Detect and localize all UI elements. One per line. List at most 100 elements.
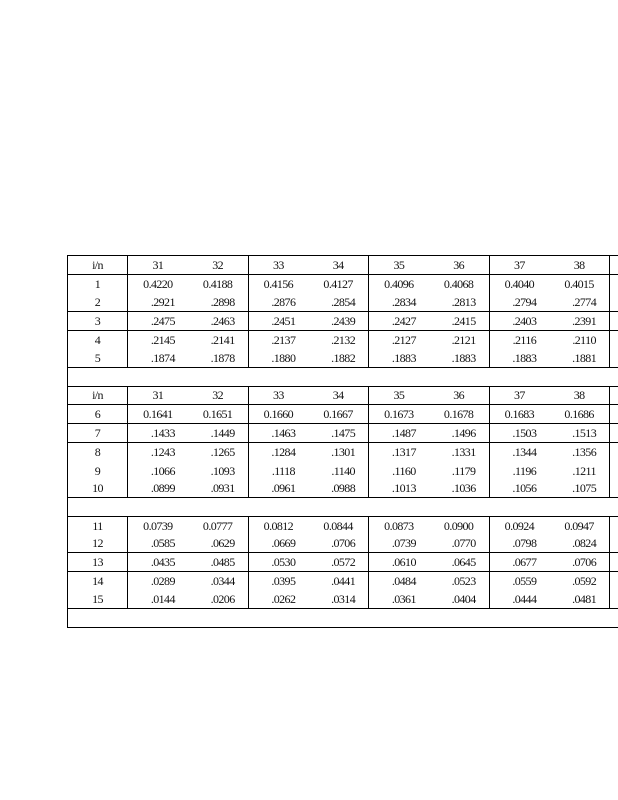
value-cell: .0572 (308, 552, 370, 572)
value-cell: 0.1660 (248, 404, 309, 424)
value-cell: .2116 (489, 330, 550, 350)
value-cell: .2427 (368, 311, 429, 331)
value-cell: .2121 (428, 330, 490, 350)
value-cell: .0669 (271, 536, 296, 551)
value-cell: .1140 (308, 461, 370, 481)
value-cell: .2127 (368, 330, 429, 350)
value-cell: .1243 (127, 442, 188, 462)
column-header-n: 38 (549, 255, 611, 275)
row-index: 1 (67, 274, 128, 294)
value-cell: 0.0777 (187, 516, 249, 536)
table-row: 15 .0144 .0206 .0262 .0314 .0361 .0404 .0444 .04… (67, 590, 618, 609)
value-cell: 0.1667 (308, 404, 370, 424)
value-cell: .1344 (489, 442, 550, 462)
value-cell (609, 330, 618, 350)
value-cell: .1881 (549, 349, 611, 368)
value-cell: .1056 (512, 481, 537, 496)
value-cell: 0.4096 (368, 274, 429, 294)
row-index: 10 (67, 480, 128, 498)
value-cell: .0314 (308, 590, 370, 609)
value-cell: .0481 (549, 590, 611, 609)
column-header-n: 31 (127, 255, 188, 275)
value-cell: .1331 (428, 442, 490, 462)
spacer-row (67, 367, 618, 387)
column-header-n: 35 (368, 255, 429, 275)
value-cell: .0770 (428, 535, 490, 553)
value-cell: .0739 (391, 536, 417, 551)
value-cell: .2451 (248, 311, 309, 331)
value-cell (610, 481, 618, 498)
value-cell: .1211 (549, 461, 611, 481)
value-cell (609, 404, 618, 424)
header-row: i/n 31 32 33 34 35 36 37 38 (67, 386, 618, 405)
value-cell: .1883 (428, 349, 490, 368)
column-header-n: 38 (549, 386, 611, 405)
value-cell: .1880 (271, 350, 296, 365)
value-cell: .1013 (391, 481, 417, 496)
table-row: 9 .1066 .1093 .1118 .1140 .1160 .1179 .1196 .121… (67, 461, 618, 481)
column-header-n: 37 (489, 255, 550, 275)
column-header-n: 37 (489, 386, 550, 405)
value-cell: 0.4220 (127, 274, 188, 294)
value-cell: .1036 (428, 480, 490, 498)
row-index: 13 (67, 552, 128, 572)
row-index: 15 (67, 590, 128, 609)
value-cell: .0559 (489, 571, 550, 591)
table-row: 1 0.4220 0.4188 0.4156 0.4127 0.4096 0.4068 0.4… (67, 274, 618, 294)
row-index: 8 (67, 442, 128, 462)
value-cell: 0.4156 (248, 274, 309, 294)
value-cell (610, 591, 618, 609)
value-cell: .1433 (127, 423, 188, 443)
value-cell: .1883 (391, 350, 417, 365)
value-cell: 0.1651 (187, 404, 249, 424)
column-header-n: 36 (428, 255, 490, 275)
value-cell: .2415 (428, 311, 490, 331)
table-row: 3.2475.2463.2451.2439.2427.2415.2403.239… (67, 311, 618, 331)
value-cell: .2137 (248, 330, 309, 350)
value-cell: .1463 (248, 423, 309, 443)
value-cell: .1179 (428, 461, 490, 481)
value-cell: 0.0844 (308, 516, 370, 536)
value-cell: .0289 (127, 571, 188, 591)
value-cell: .1066 (150, 463, 176, 478)
value-cell: .0592 (549, 571, 611, 591)
value-cell: 0.0812 (248, 516, 309, 536)
value-cell: .0530 (248, 552, 309, 572)
value-cell: .2813 (428, 293, 490, 312)
column-header-n: 31 (127, 386, 188, 405)
value-cell: 0.4127 (308, 274, 370, 294)
value-cell: .1317 (368, 442, 429, 462)
value-cell: .2403 (489, 311, 550, 331)
table-row: 5 .1874 .1878 .1880 .1882 .1883 .1883 .1883 .188… (67, 349, 618, 368)
coefficient-table: i/n 31 32 33 34 35 36 37 38 1 0.4220 0.4188 0.4156 0.… (67, 255, 618, 628)
value-cell: 0.4040 (489, 274, 550, 294)
spacer-cell (67, 608, 618, 628)
header-label: i/n (67, 386, 128, 405)
row-index: 6 (67, 404, 128, 424)
table-row: 6 0.1641 0.1651 0.1660 0.1667 0.1673 0.1678 0.1… (67, 404, 618, 424)
value-cell: 0.4188 (187, 274, 249, 294)
value-cell: .0441 (308, 571, 370, 591)
value-cell: .0610 (368, 552, 429, 572)
value-cell (609, 311, 618, 331)
header-row: i/n 31 32 33 34 35 36 37 38 (67, 255, 618, 275)
row-index: 11 (67, 516, 128, 536)
value-cell: .1487 (368, 423, 429, 443)
value-cell: .2141 (187, 330, 249, 350)
value-cell: .1883 (512, 350, 537, 365)
column-header-n: 32 (187, 386, 249, 405)
value-cell (610, 536, 618, 553)
value-cell: .1449 (187, 423, 249, 443)
table-row: 14.0289.0344.0395.0441.0484.0523.0559.05… (67, 571, 618, 591)
value-cell: 0.1641 (127, 404, 188, 424)
value-cell: .0144 (150, 591, 176, 606)
value-cell: 0.1683 (489, 404, 550, 424)
value-cell: .0395 (248, 571, 309, 591)
value-cell: 0.0873 (368, 516, 429, 536)
value-cell: .0629 (187, 535, 249, 553)
row-index: 5 (67, 349, 128, 368)
table-row: 11 0.0739 0.0777 0.0812 0.0844 0.0873 0.0900 0.… (67, 516, 618, 536)
value-cell: .2463 (187, 311, 249, 331)
row-index: 14 (67, 571, 128, 591)
value-cell: .1284 (248, 442, 309, 462)
